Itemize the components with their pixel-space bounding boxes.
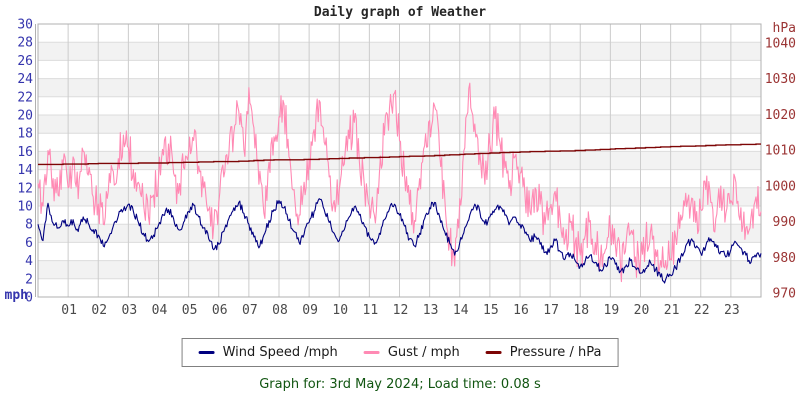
svg-text:08: 08 [272, 303, 288, 318]
svg-text:1020: 1020 [765, 108, 796, 123]
legend-label-pressure: Pressure / hPa [509, 345, 602, 360]
svg-text:2: 2 [25, 272, 33, 287]
legend-label-gust: Gust / mph [387, 345, 460, 360]
legend-item-pressure: Pressure / hPa [485, 345, 602, 360]
svg-text:22: 22 [17, 90, 33, 105]
svg-text:02: 02 [91, 303, 107, 318]
svg-text:30: 30 [17, 18, 33, 33]
svg-text:8: 8 [25, 218, 33, 233]
svg-text:23: 23 [724, 303, 740, 318]
svg-text:11: 11 [363, 303, 379, 318]
svg-text:09: 09 [302, 303, 318, 318]
svg-text:12: 12 [393, 303, 409, 318]
svg-text:mph: mph [5, 288, 28, 303]
wind-speed-line-swatch [198, 351, 215, 354]
svg-text:20: 20 [17, 109, 33, 124]
svg-text:14: 14 [453, 303, 469, 318]
legend-item-gust: Gust / mph [363, 345, 460, 360]
svg-text:26: 26 [17, 54, 33, 69]
svg-text:1040: 1040 [765, 37, 796, 52]
chart-title: Daily graph of Weather [313, 5, 487, 20]
legend-item-wind-speed: Wind Speed /mph [198, 345, 338, 360]
svg-text:24: 24 [17, 72, 33, 87]
svg-text:970: 970 [773, 287, 796, 302]
svg-text:0: 0 [25, 291, 33, 306]
svg-text:01: 01 [61, 303, 77, 318]
svg-text:17: 17 [543, 303, 559, 318]
svg-text:14: 14 [17, 163, 33, 178]
svg-text:20: 20 [634, 303, 650, 318]
svg-text:16: 16 [17, 145, 33, 160]
pressure-line-swatch [485, 351, 502, 354]
svg-text:4: 4 [25, 254, 33, 269]
svg-text:980: 980 [773, 251, 796, 266]
graph-info-text: Graph for: 3rd May 2024; Load time: 0.08… [259, 377, 541, 392]
svg-text:1030: 1030 [765, 72, 796, 87]
svg-text:15: 15 [483, 303, 499, 318]
svg-text:hPa: hPa [773, 21, 796, 36]
svg-text:18: 18 [17, 127, 33, 142]
svg-text:990: 990 [773, 215, 796, 230]
svg-text:6: 6 [25, 236, 33, 251]
svg-text:22: 22 [694, 303, 710, 318]
svg-text:28: 28 [17, 36, 33, 51]
svg-text:10: 10 [17, 200, 33, 215]
legend-label-wind-speed: Wind Speed /mph [222, 345, 338, 360]
svg-text:03: 03 [122, 303, 138, 318]
gust-line-swatch [363, 351, 380, 354]
svg-text:12: 12 [17, 181, 33, 196]
svg-text:18: 18 [573, 303, 589, 318]
svg-text:13: 13 [423, 303, 439, 318]
svg-text:1000: 1000 [765, 179, 796, 194]
svg-text:16: 16 [513, 303, 529, 318]
svg-text:04: 04 [152, 303, 168, 318]
chart-legend: Wind Speed /mph Gust / mph Pressure / hP… [181, 338, 619, 367]
svg-text:07: 07 [242, 303, 258, 318]
svg-text:05: 05 [182, 303, 198, 318]
svg-text:19: 19 [604, 303, 620, 318]
svg-text:1010: 1010 [765, 144, 796, 159]
svg-text:10: 10 [332, 303, 348, 318]
svg-text:21: 21 [664, 303, 680, 318]
svg-text:06: 06 [212, 303, 228, 318]
